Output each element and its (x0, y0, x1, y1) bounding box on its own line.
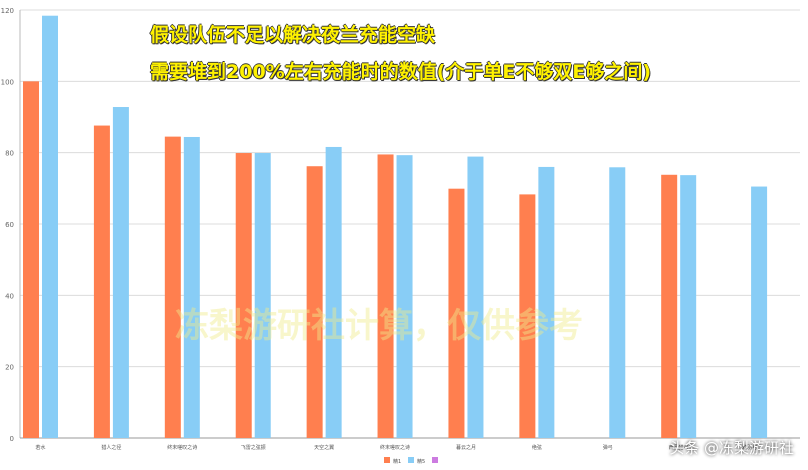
y-tick-label: 0 (10, 435, 14, 443)
bar-r1-2 (164, 136, 181, 438)
x-tick-label: 西风猎弓 (669, 444, 689, 451)
bar-r5-7 (538, 166, 555, 438)
y-tick-labels: 0 20 40 60 80 100 120 (1, 7, 14, 443)
y-tick-label: 60 (5, 221, 14, 229)
legend-swatch-1 (408, 457, 414, 463)
bar-r5-8 (609, 167, 626, 439)
y-tick-label: 120 (1, 7, 14, 15)
bar-r5-4 (325, 146, 342, 438)
headline-line-1: 假设队伍不足以解决夜兰充能空缺 (150, 24, 436, 46)
x-tick-label: 暮云之月 (456, 444, 476, 451)
bar-r5-0 (42, 15, 58, 439)
y-tick-label: 40 (5, 292, 14, 300)
legend: 精1 精5 (384, 457, 438, 465)
source-credit: 头条 @冻梨游研社 (669, 439, 794, 457)
legend-label-1: 精5 (417, 458, 425, 465)
bar-r5-3 (254, 153, 271, 439)
bar-r5-9 (680, 175, 697, 439)
watermark-text: 冻梨游研社计算，仅供参考 (175, 306, 583, 346)
bar-r1-0 (23, 81, 39, 438)
legend-swatch-extra (432, 457, 438, 463)
x-tick-label: 猎人之径 (101, 444, 121, 451)
bar-r1-3 (235, 153, 252, 439)
bar-r5-5 (396, 155, 413, 438)
bar-r1-5 (377, 154, 394, 438)
x-tick-label: 终末嗟叹之诗 (167, 444, 197, 451)
x-tick-labels: 若水 猎人之径 终末嗟叹之诗 飞雷之弦振 天空之翼 终末嗟叹之诗 暮云之月 绝弦 弹弓 西风猎弓 鸦… (35, 444, 757, 451)
bars (23, 15, 768, 439)
bar-r1-6 (448, 188, 465, 438)
bar-r5-10 (751, 186, 768, 438)
y-tick-label: 80 (5, 150, 14, 158)
bar-r5-6 (467, 156, 484, 438)
y-tick-label: 20 (5, 364, 14, 372)
bar-r1-4 (306, 166, 323, 438)
x-tick-label: 天空之翼 (314, 444, 334, 451)
bar-r1-7 (519, 194, 536, 438)
x-tick-label: 鸦羽弓 (742, 444, 757, 451)
bar-r5-2 (183, 136, 200, 438)
x-tick-label: 若水 (35, 444, 45, 451)
bar-r1-1 (93, 125, 110, 438)
bar-r5-1 (112, 107, 129, 438)
bar-r1-9 (661, 174, 678, 438)
x-tick-label: 绝弦 (532, 444, 542, 451)
legend-swatch-0 (384, 457, 390, 463)
x-tick-label: 终末嗟叹之诗 (380, 444, 410, 451)
y-tick-label: 100 (1, 78, 14, 86)
headline-line-2: 需要堆到200%左右充能时的数值(介于单E不够双E够之间) (150, 61, 652, 83)
legend-label-0: 精1 (393, 458, 401, 465)
x-tick-label: 弹弓 (603, 444, 613, 451)
x-tick-label: 飞雷之弦振 (241, 444, 266, 451)
